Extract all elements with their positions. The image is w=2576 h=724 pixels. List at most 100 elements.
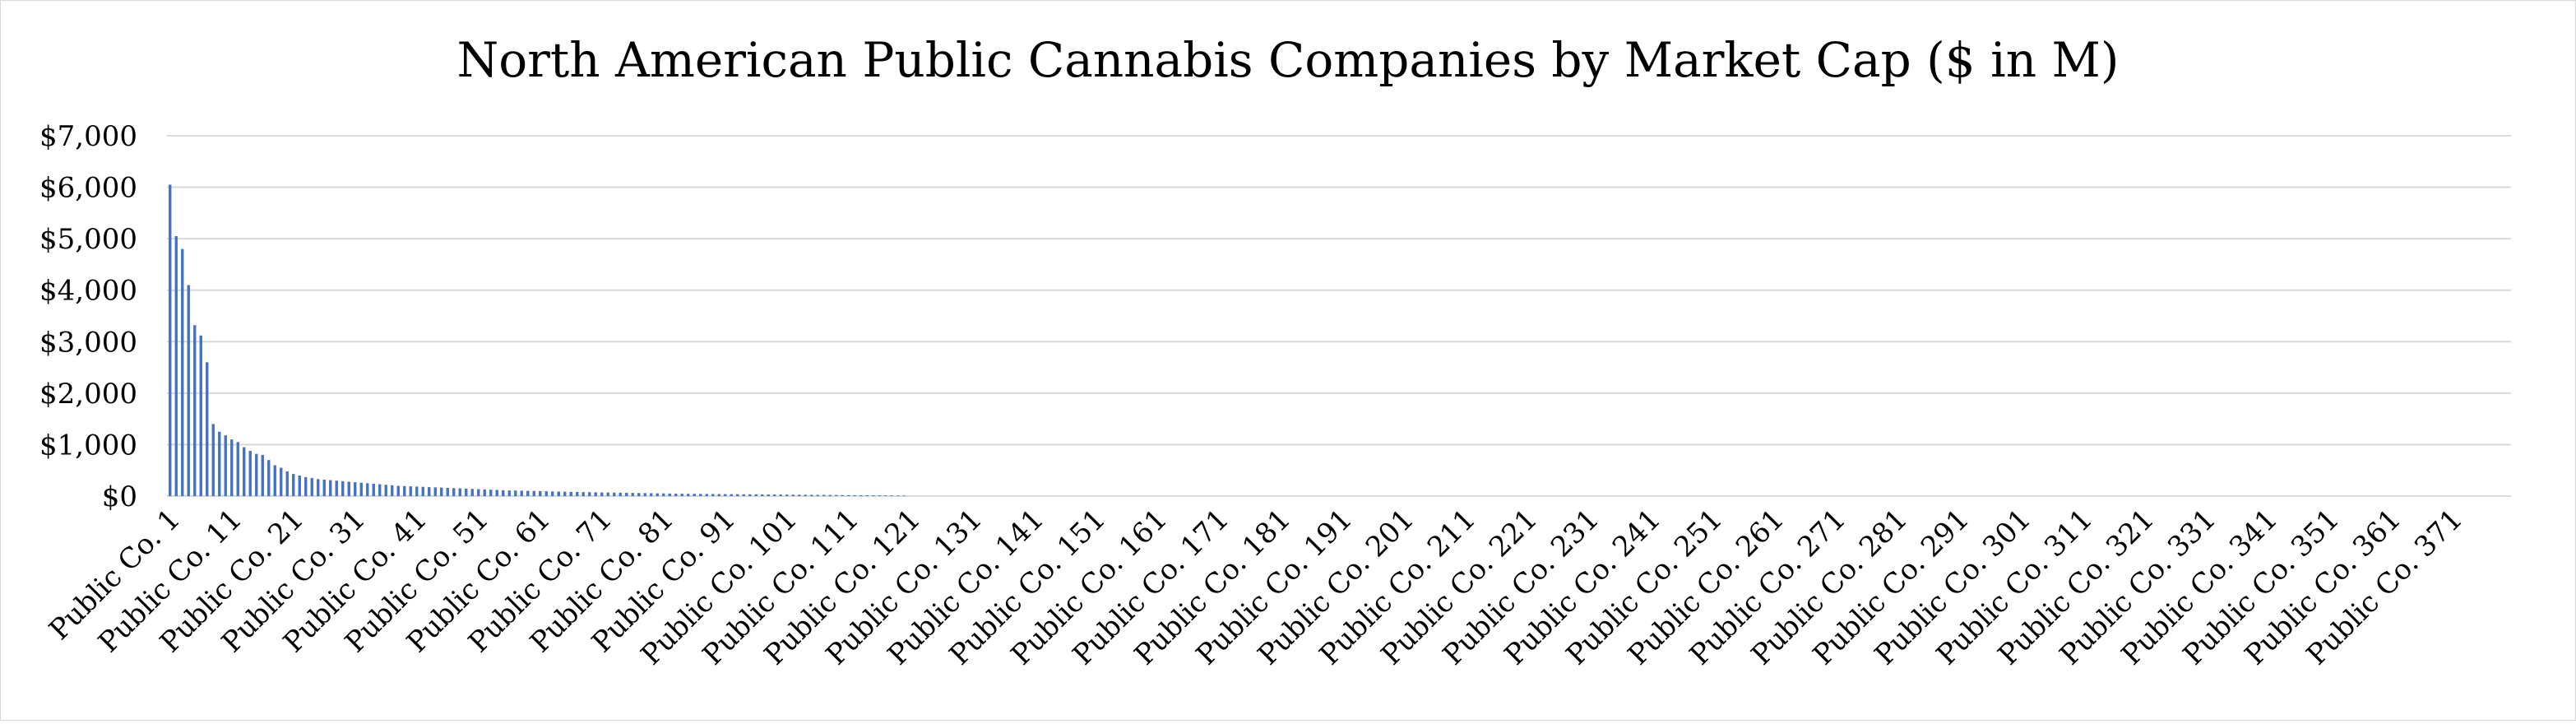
bar (495, 490, 498, 496)
bar (403, 485, 406, 496)
bar (902, 495, 906, 496)
bar (261, 454, 264, 496)
bar (785, 494, 789, 496)
bar (569, 491, 572, 496)
bar (884, 495, 887, 496)
bar (280, 467, 283, 496)
bar (384, 485, 387, 496)
bar (656, 493, 659, 496)
bar (317, 479, 320, 496)
bar (557, 491, 560, 496)
bar (483, 489, 486, 496)
bar (754, 494, 758, 496)
y-tick-label: $2,000 (39, 378, 137, 411)
bar (187, 285, 190, 496)
gridlines (167, 135, 2511, 497)
y-tick-label: $0 (102, 480, 137, 513)
bar (502, 490, 505, 496)
bar (446, 487, 449, 496)
bar (890, 495, 893, 496)
bar (477, 489, 480, 496)
bar (619, 492, 622, 496)
bar (520, 490, 523, 496)
bar (428, 487, 431, 496)
y-tick-label: $1,000 (39, 429, 137, 462)
bar (588, 492, 591, 496)
bar (600, 492, 604, 496)
bar (779, 494, 782, 496)
bar (736, 494, 739, 496)
bar (767, 494, 770, 496)
bar (544, 491, 548, 496)
bar (699, 494, 702, 496)
bar (285, 471, 289, 496)
bar (359, 482, 363, 496)
bar (409, 486, 412, 496)
bar (835, 494, 838, 496)
bar (458, 488, 461, 496)
bar (366, 483, 369, 496)
bar (613, 492, 616, 496)
bar (563, 491, 567, 496)
bar (514, 490, 517, 496)
bar (730, 494, 733, 496)
bar (897, 495, 900, 496)
bar (526, 490, 530, 496)
bar (841, 494, 844, 496)
bar (847, 494, 850, 496)
bar (354, 482, 357, 496)
bar (859, 494, 863, 496)
bar (804, 494, 807, 496)
bar (680, 494, 683, 496)
bar (378, 484, 382, 496)
bar (674, 493, 678, 496)
bar (828, 494, 832, 496)
y-tick-label: $4,000 (39, 275, 137, 308)
y-axis-tick-labels: $0 $1,000 $2,000 $3,000 $4,000 $5,000 $6,000 $7… (39, 120, 137, 513)
bar (335, 480, 338, 496)
bar (798, 494, 801, 496)
bar (489, 490, 493, 496)
bar (773, 494, 776, 496)
bar (539, 490, 542, 496)
bar (650, 493, 653, 496)
bar (267, 460, 271, 496)
bar (243, 447, 246, 496)
bar (705, 494, 708, 496)
bar (631, 493, 634, 496)
bar (421, 486, 424, 496)
y-tick-label: $3,000 (39, 326, 137, 359)
bar (181, 248, 184, 496)
bar (717, 494, 720, 496)
bar (347, 481, 350, 496)
bar (822, 494, 826, 496)
bar (470, 489, 474, 496)
bar (594, 492, 597, 496)
bar (551, 491, 554, 496)
bar (810, 494, 813, 496)
bar (199, 335, 202, 496)
bar (169, 184, 172, 496)
bar (816, 494, 819, 496)
bar (322, 479, 326, 496)
bar (433, 487, 437, 496)
bar (193, 325, 197, 496)
bar (310, 478, 313, 496)
bar (415, 486, 419, 496)
bar (211, 424, 215, 496)
bar (724, 494, 727, 496)
y-tick-label: $5,000 (39, 223, 137, 256)
bar (507, 490, 511, 496)
bar (791, 494, 795, 496)
bar (581, 492, 585, 496)
bar (206, 362, 209, 496)
bar (878, 495, 881, 496)
y-tick-label: $6,000 (39, 172, 137, 205)
bar (532, 490, 535, 496)
bar (668, 493, 671, 496)
bar (329, 480, 332, 496)
bar (465, 488, 468, 496)
